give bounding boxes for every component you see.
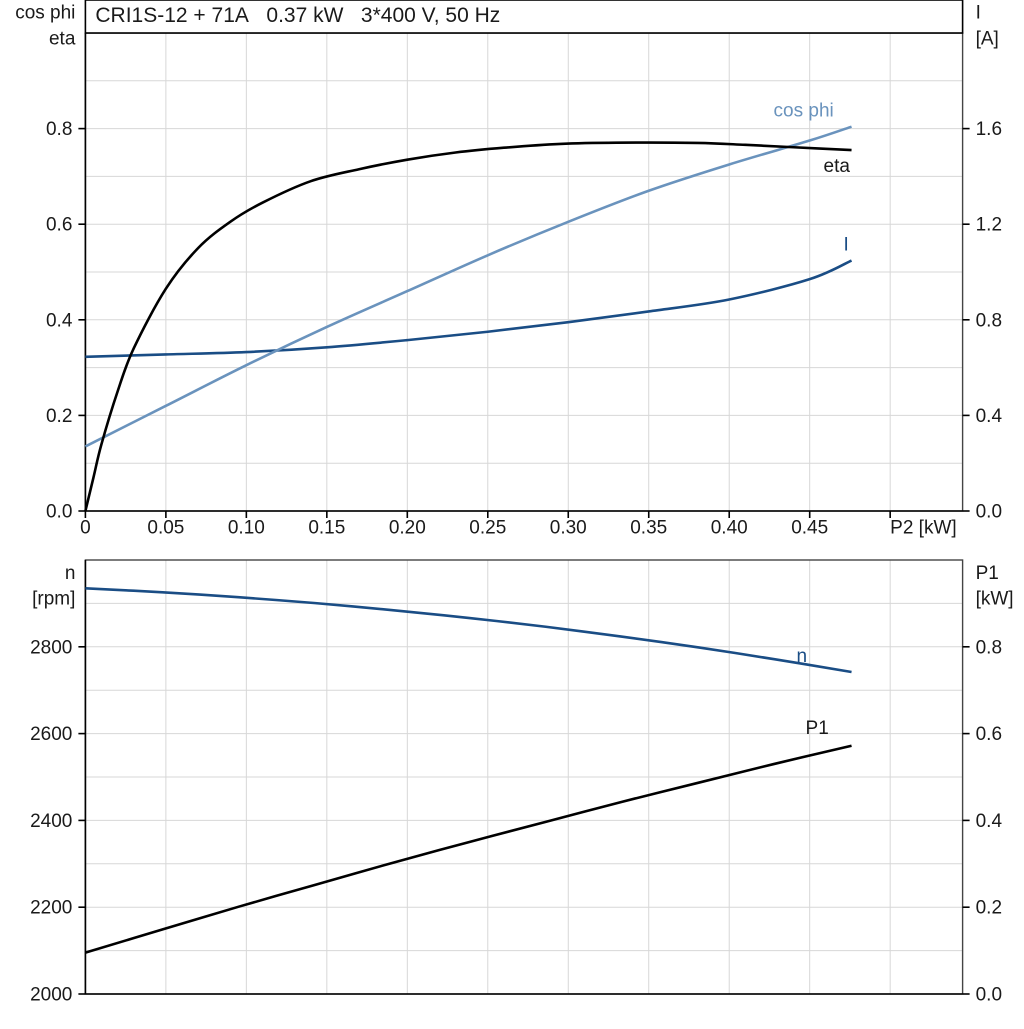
- svg-text:eta: eta: [49, 29, 76, 50]
- svg-text:n: n: [797, 646, 808, 667]
- svg-text:0.8: 0.8: [976, 637, 1002, 658]
- svg-text:1.6: 1.6: [976, 119, 1002, 140]
- svg-text:I: I: [976, 3, 981, 24]
- svg-text:2000: 2000: [30, 985, 72, 1006]
- svg-text:2200: 2200: [30, 898, 72, 919]
- svg-text:0.0: 0.0: [976, 502, 1002, 523]
- svg-text:2800: 2800: [30, 637, 72, 658]
- svg-text:0.2: 0.2: [976, 898, 1002, 919]
- svg-text:0.20: 0.20: [389, 518, 426, 539]
- svg-text:P1: P1: [976, 563, 999, 584]
- svg-text:0.2: 0.2: [46, 406, 72, 427]
- svg-text:0.8: 0.8: [976, 310, 1002, 331]
- svg-text:[kW]: [kW]: [976, 589, 1014, 610]
- svg-text:0.10: 0.10: [228, 518, 265, 539]
- svg-text:cos phi: cos phi: [15, 3, 75, 24]
- svg-text:0.05: 0.05: [147, 518, 184, 539]
- svg-text:0.0: 0.0: [976, 985, 1002, 1006]
- svg-text:2600: 2600: [30, 724, 72, 745]
- svg-text:[A]: [A]: [976, 29, 999, 50]
- svg-text:0.30: 0.30: [550, 518, 587, 539]
- svg-text:2400: 2400: [30, 811, 72, 832]
- svg-text:0.45: 0.45: [791, 518, 828, 539]
- svg-text:0.0: 0.0: [46, 502, 72, 523]
- svg-text:P2 [kW]: P2 [kW]: [890, 518, 957, 539]
- svg-text:0.4: 0.4: [976, 406, 1003, 427]
- svg-text:0.6: 0.6: [46, 215, 72, 236]
- svg-text:P1: P1: [806, 718, 829, 739]
- svg-text:0.8: 0.8: [46, 119, 72, 140]
- svg-text:0.15: 0.15: [308, 518, 345, 539]
- svg-text:n: n: [65, 563, 76, 584]
- svg-text:0: 0: [80, 518, 91, 539]
- svg-text:0.40: 0.40: [711, 518, 748, 539]
- svg-text:1.2: 1.2: [976, 215, 1002, 236]
- svg-text:0.6: 0.6: [976, 724, 1002, 745]
- svg-text:cos phi: cos phi: [774, 101, 834, 122]
- svg-text:0.25: 0.25: [469, 518, 506, 539]
- svg-text:I: I: [844, 235, 849, 256]
- svg-text:0.4: 0.4: [976, 811, 1003, 832]
- svg-text:0.4: 0.4: [46, 310, 73, 331]
- svg-text:CRI1S-12 + 71A 0.37 kW 3*4: CRI1S-12 + 71A 0.37 kW 3*400 V, 50 Hz: [95, 4, 500, 27]
- svg-text:0.35: 0.35: [630, 518, 667, 539]
- svg-text:eta: eta: [824, 156, 851, 177]
- svg-text:[rpm]: [rpm]: [32, 589, 75, 610]
